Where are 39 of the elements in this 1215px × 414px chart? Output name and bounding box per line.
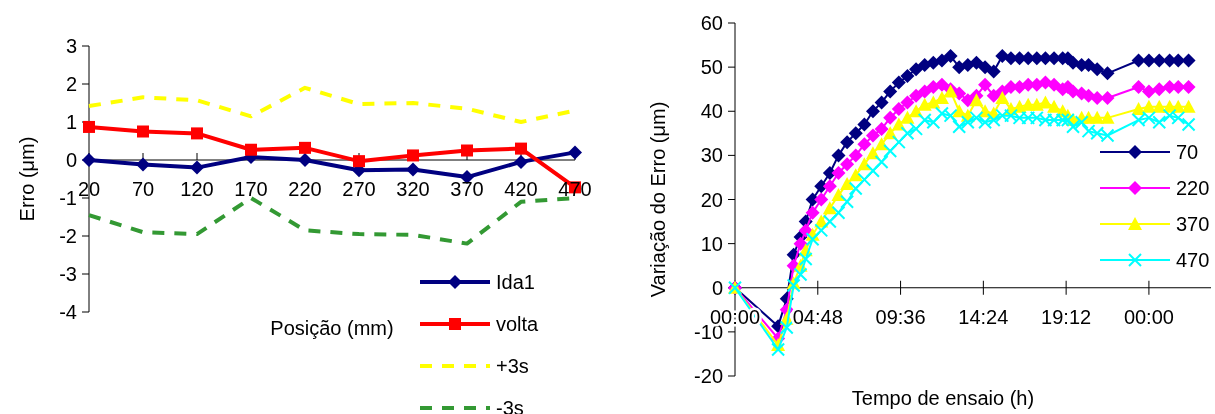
legend-label: Ida1 [496,271,535,293]
x-tick-label: 270 [342,178,376,200]
x-tick-label: 00:00 [1123,305,1174,328]
x-tick-label: 70 [131,178,155,200]
y-tick-label: -1 [59,187,77,209]
y-axis-title: Erro (μm) [16,136,38,222]
y-tick-label: 40 [700,100,723,123]
legend-label: 370 [1176,213,1210,235]
legend-label: 70 [1176,141,1199,163]
x-tick-label: 320 [396,178,430,200]
x-tick-label: 09:36 [875,305,926,328]
x-axis-title: Posição (mm) [270,317,394,339]
legend-label: +3s [496,355,529,377]
y-tick-label: -3 [59,263,77,285]
x-tick-label: 220 [288,178,322,200]
x-tick-label: 14:24 [958,305,1009,328]
y-tick-label: 2 [65,73,77,95]
legend-label: 470 [1176,249,1210,271]
y-tick-label: -20 [694,365,723,387]
x-tick-label: 420 [504,178,538,200]
y-tick-label: -4 [59,301,77,323]
x-tick-label: 19:12 [1041,305,1092,328]
y-tick-label: 50 [700,56,723,79]
x-tick-label: 120 [180,178,214,200]
x-axis-title: Tempo de ensaio (h) [851,387,1035,409]
y-tick-label: -2 [59,225,77,247]
y-axis-title: Variação do Erro (μm) [647,101,669,298]
y-tick-label: 0 [711,276,723,299]
x-tick-label: 170 [234,178,268,200]
y-tick-label: 1 [65,111,77,133]
x-tick-label: 370 [450,178,484,200]
x-tick-label: 04:48 [792,305,843,328]
y-tick-label: 0 [65,149,77,171]
y-tick-label: 3 [65,35,77,57]
legend-label: volta [496,313,540,335]
y-tick-label: 60 [700,12,723,34]
y-tick-label: 30 [700,144,723,167]
x-tick-label: 470 [558,178,592,200]
y-tick-label: 10 [700,232,723,255]
